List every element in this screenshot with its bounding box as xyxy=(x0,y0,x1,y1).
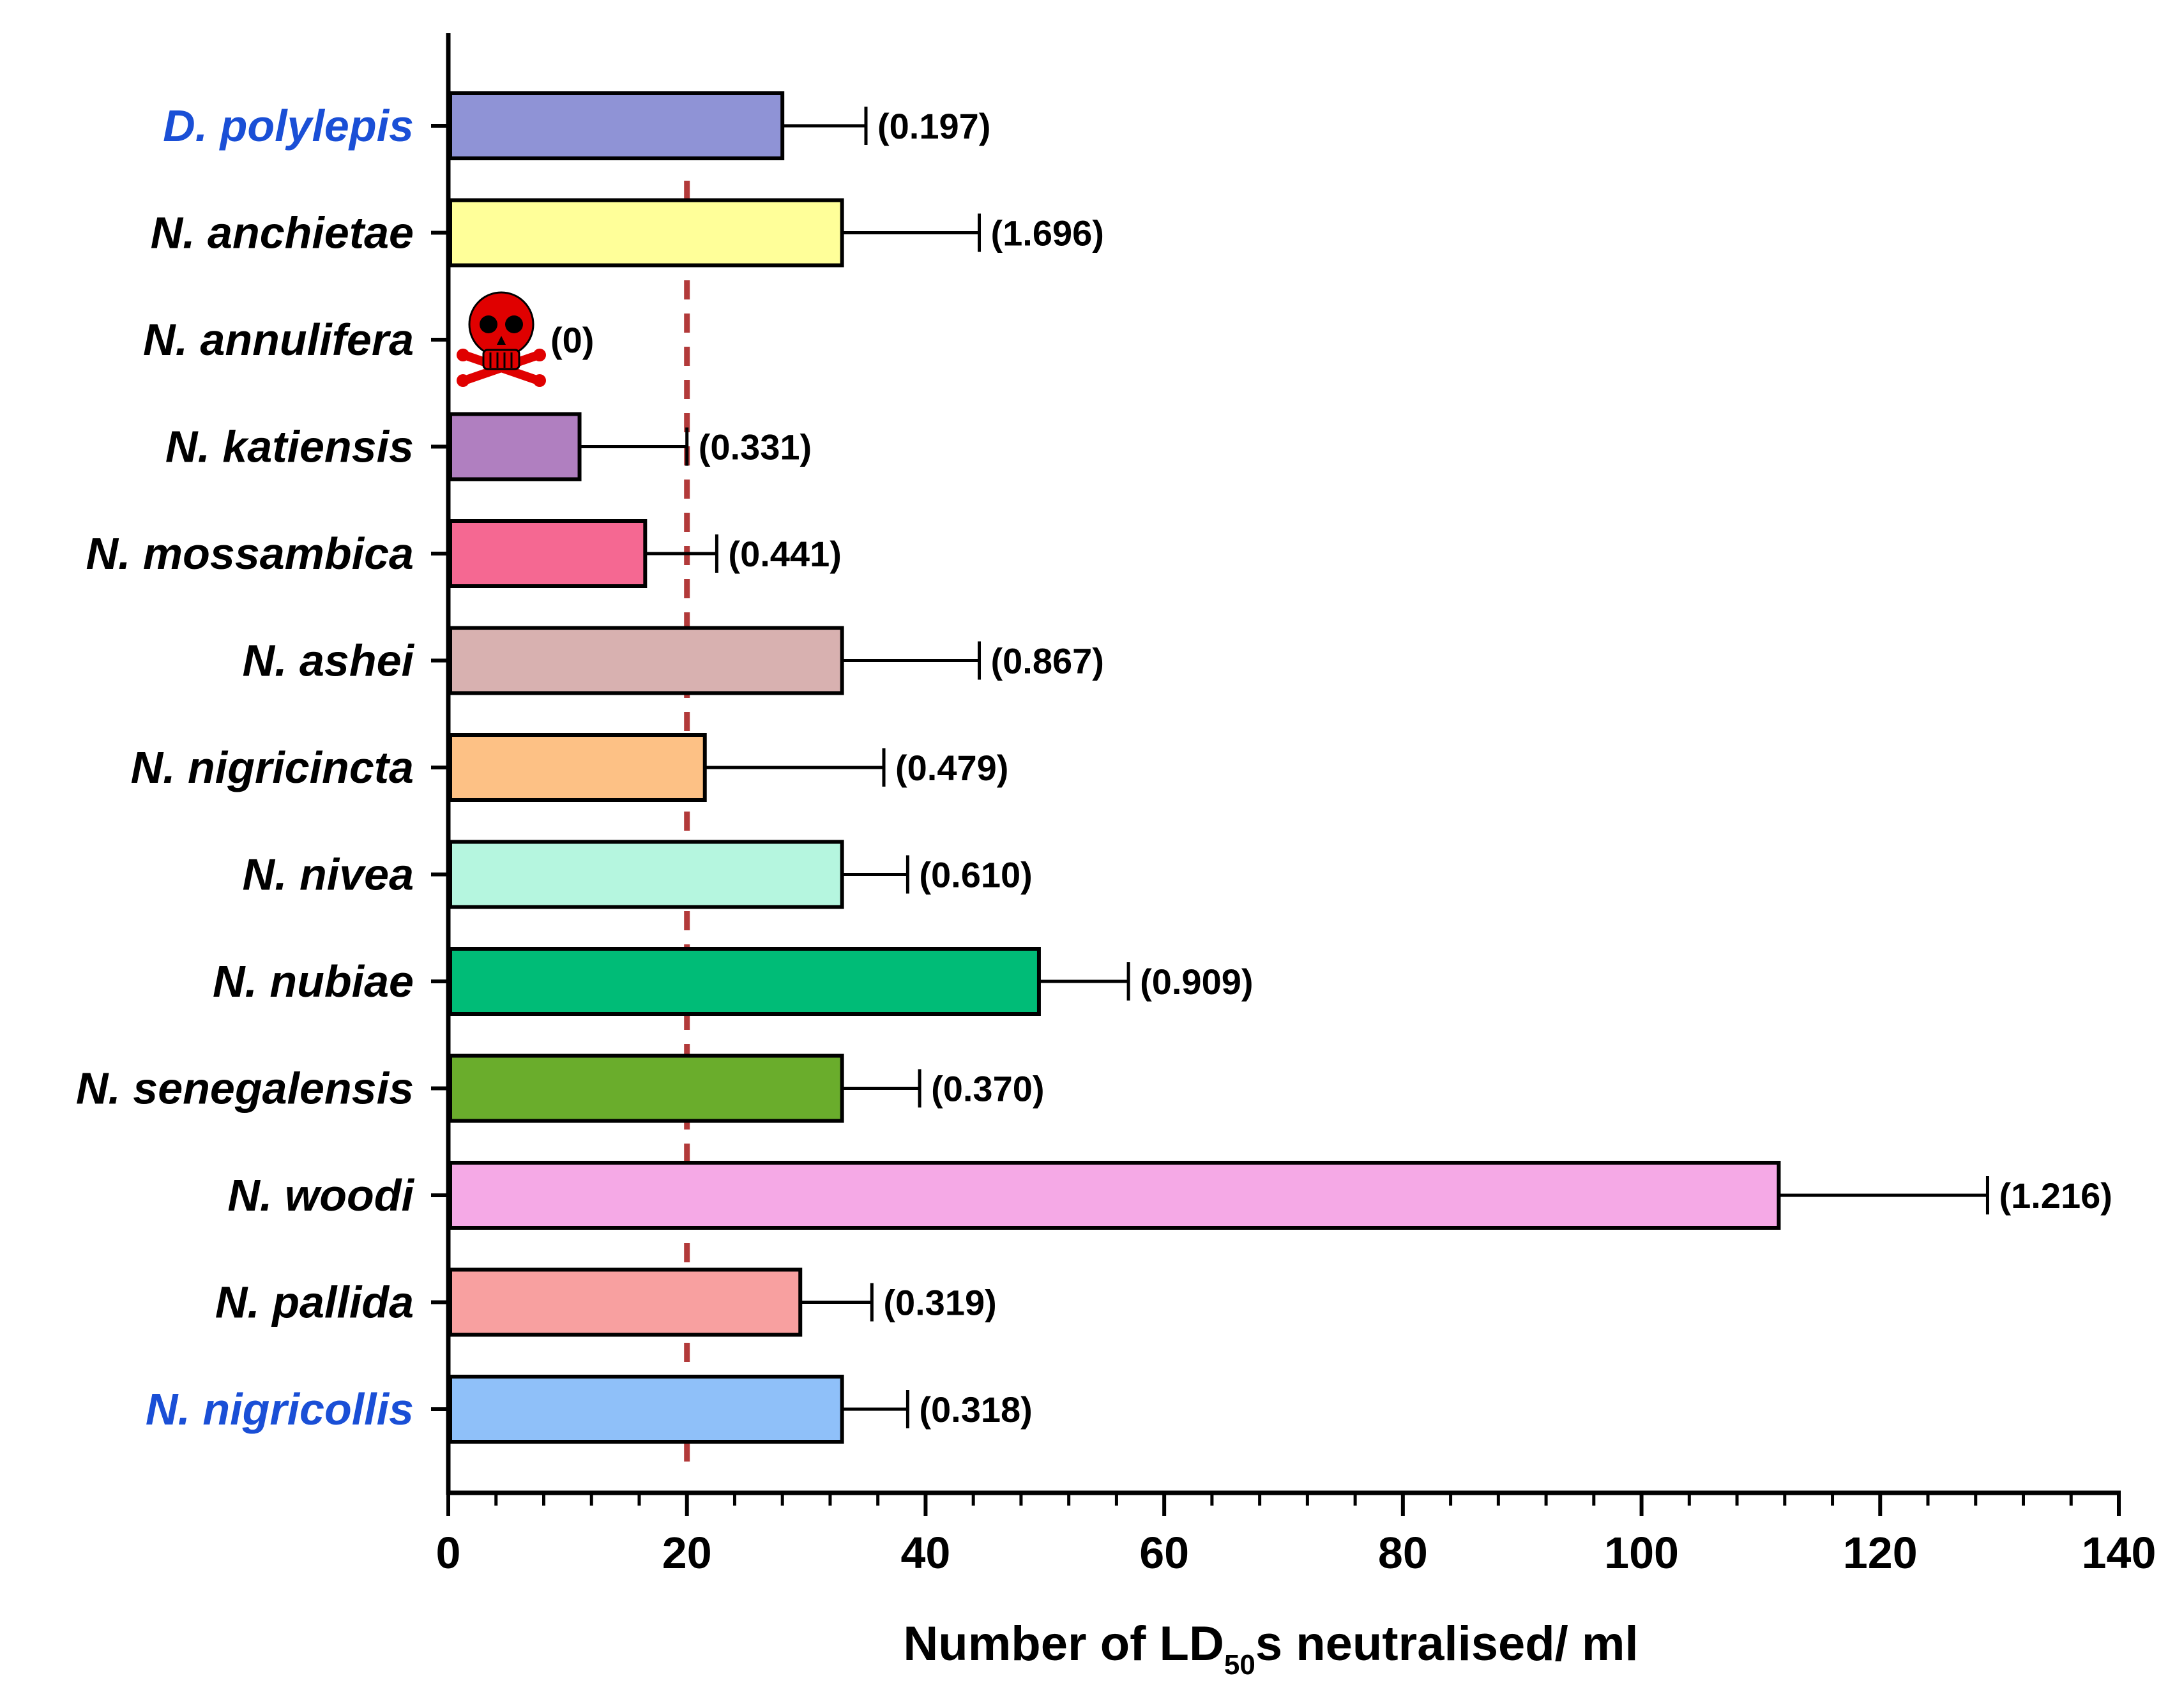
bar-annotation-n-senegalensis: (0.370) xyxy=(931,1069,1044,1109)
bar-annotation-n-anchietae: (1.696) xyxy=(991,213,1104,253)
x-tick-label: 60 xyxy=(1139,1528,1189,1578)
category-labels-layer: D. polylepis N. anchietae N. annulifera N. … xyxy=(76,101,415,1434)
category-label-n-nigricincta: N. nigricincta xyxy=(131,743,414,792)
bar-n-pallida xyxy=(448,1267,803,1337)
category-label-n-katiensis: N. katiensis xyxy=(165,422,414,472)
bar-annotation-n-ashei: (0.867) xyxy=(991,641,1104,681)
bar-n-senegalensis xyxy=(448,1054,844,1123)
category-label-n-mossambica: N. mossambica xyxy=(86,529,414,578)
x-tick-label: 100 xyxy=(1604,1528,1679,1578)
bar-annotation-n-nigricollis: (0.318) xyxy=(919,1389,1032,1430)
bar-annotation-n-pallida: (0.319) xyxy=(883,1283,996,1323)
bar-annotation-n-mossambica: (0.441) xyxy=(728,534,841,574)
category-label-n-nubiae: N. nubiae xyxy=(213,956,414,1006)
bar-n-woodi xyxy=(448,1161,1781,1230)
x-axis-title-rest: s neutralised/ ml xyxy=(1255,1617,1639,1671)
category-label-n-nigricollis: N. nigricollis xyxy=(146,1384,414,1434)
category-label-n-ashei: N. ashei xyxy=(243,636,415,686)
category-label-n-woodi: N. woodi xyxy=(227,1170,414,1220)
bar-annotation-n-nivea: (0.610) xyxy=(919,855,1032,895)
skull-crossbones-icon xyxy=(457,291,546,387)
x-tick-label: 80 xyxy=(1378,1528,1428,1578)
x-axis-title: Number of LD50s neutralised/ ml xyxy=(903,1617,1638,1681)
x-axis-title-main: Number of LD xyxy=(903,1617,1224,1671)
category-label-n-senegalensis: N. senegalensis xyxy=(76,1064,414,1114)
x-tick-label: 120 xyxy=(1843,1528,1918,1578)
bar-annotation-n-annulifera: (0) xyxy=(550,320,594,360)
category-label-d-polylepis: D. polylepis xyxy=(163,101,414,151)
bars-layer: (0.197) (1.696) (0) (0.331) (0.441) (0.867) (0… xyxy=(448,91,2112,1444)
x-tick-label: 20 xyxy=(662,1528,712,1578)
bar-n-ashei xyxy=(448,626,844,695)
bar-n-nivea xyxy=(448,840,844,909)
category-label-n-anchietae: N. anchietae xyxy=(151,208,414,258)
category-label-n-nivea: N. nivea xyxy=(243,850,414,900)
category-label-n-annulifera: N. annulifera xyxy=(143,315,414,365)
bar-annotation-n-nubiae: (0.909) xyxy=(1140,962,1253,1002)
bar-annotation-d-polylepis: (0.197) xyxy=(877,106,990,146)
bar-d-polylepis xyxy=(448,91,785,160)
x-tick-label: 40 xyxy=(900,1528,950,1578)
bar-annotation-n-katiensis: (0.331) xyxy=(699,427,812,467)
bar-n-nubiae xyxy=(448,947,1041,1016)
axes-layer: 0 20 40 60 80 100 120 140 xyxy=(431,33,2156,1578)
bar-annotation-n-nigricincta: (0.479) xyxy=(895,748,1008,788)
bar-n-katiensis xyxy=(448,412,582,481)
x-tick-label: 140 xyxy=(2082,1528,2157,1578)
bar-n-nigricollis xyxy=(448,1375,844,1444)
category-label-n-pallida: N. pallida xyxy=(215,1278,414,1327)
bar-n-nigricincta xyxy=(448,733,707,802)
bar-annotation-n-woodi: (1.216) xyxy=(1999,1175,2112,1216)
x-tick-label: 0 xyxy=(436,1528,461,1578)
bar-n-anchietae xyxy=(448,198,844,268)
x-axis-title-subscript: 50 xyxy=(1224,1649,1255,1681)
bar-n-mossambica xyxy=(448,519,648,588)
